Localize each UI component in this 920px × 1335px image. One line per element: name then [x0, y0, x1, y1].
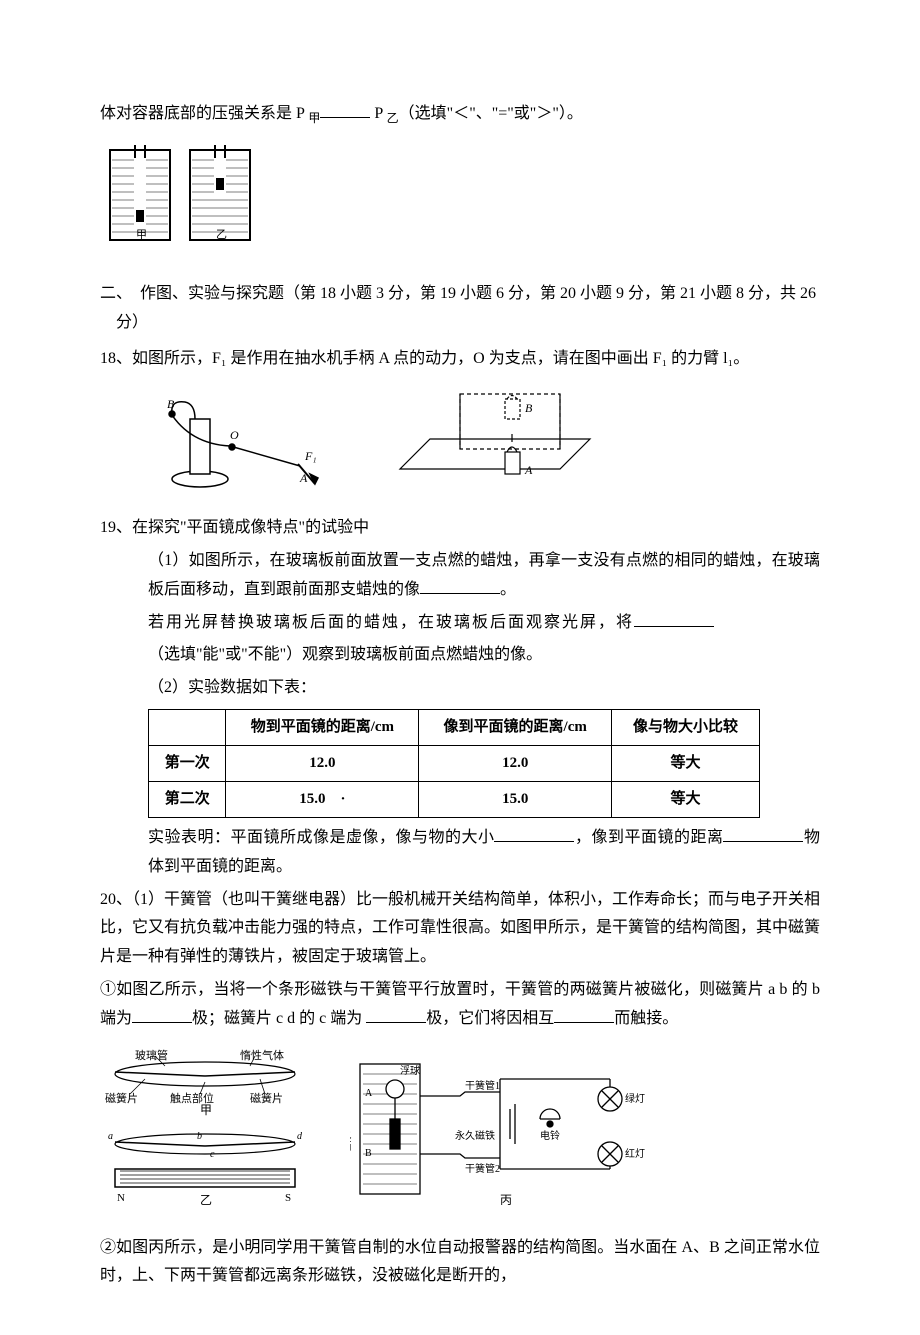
- section-2-title: 二、 作图、实验与探究题（第 18 小题 3 分，第 19 小题 6 分，第 2…: [100, 280, 820, 338]
- q19-p1c: （选填"能"或"不能"）观察到玻璃板前面点燃蜡烛的像。: [100, 641, 820, 670]
- svg-text:d: d: [297, 1131, 303, 1142]
- mirror-setup-diagram: B A: [380, 384, 610, 494]
- svg-text:浮球: 浮球: [400, 1064, 420, 1077]
- svg-text:玻璃管: 玻璃管: [135, 1048, 168, 1062]
- svg-text:绿灯: 绿灯: [625, 1092, 645, 1105]
- table-row: 第一次 12.0 12.0 等大: [149, 745, 760, 781]
- q20-p3: ②如图丙所示，是小明同学用干簧管自制的水位自动报警器的结构简图。当水面在 A、B…: [100, 1234, 820, 1292]
- q19-table: 物到平面镜的距离/cm 像到平面镜的距离/cm 像与物大小比较 第一次 12.0…: [148, 709, 760, 818]
- blank-q20-3: [554, 1007, 614, 1023]
- cell: 12.0: [419, 745, 612, 781]
- th-object-dist: 物到平面镜的距离/cm: [226, 709, 419, 745]
- q19-p1b: 若用光屏替换玻璃板后面的蜡烛，在玻璃板后面观察光屏，将: [100, 609, 820, 638]
- q19-concl-pre: 实验表明：平面镜所成像是虚像，像与物的大小: [148, 829, 494, 846]
- svg-text:a: a: [108, 1131, 113, 1142]
- q17-sub2: 乙: [387, 111, 399, 125]
- cell: 等大: [612, 781, 760, 817]
- svg-text:磁簧片: 磁簧片: [250, 1091, 283, 1105]
- q19-p1a-tail: 。: [500, 581, 516, 598]
- cell: 等大: [612, 745, 760, 781]
- svg-text:F₁: F₁: [304, 449, 317, 463]
- q18-figure-row: B O F₁ A B A: [140, 384, 820, 494]
- svg-text:惰性气体: 惰性气体: [240, 1048, 284, 1062]
- pump-lever-diagram: B O F₁ A: [140, 384, 340, 494]
- svg-text:甲: 甲: [200, 1103, 212, 1117]
- svg-text:B: B: [525, 401, 533, 415]
- svg-text:S: S: [285, 1192, 291, 1204]
- cell: 第一次: [149, 745, 226, 781]
- svg-text:B: B: [365, 1148, 372, 1159]
- svg-text:N: N: [117, 1192, 125, 1204]
- svg-text:O: O: [230, 428, 239, 442]
- svg-text:B: B: [167, 397, 175, 411]
- svg-text:干簧管2: 干簧管2: [465, 1162, 500, 1175]
- q17-mid: P: [370, 105, 386, 122]
- q17-tail: （选填"＜"、"="或"＞"）。: [399, 105, 583, 122]
- water-level-alarm-diagram: A B 浮球 水箱 干簧管1 干簧管2 电铃 永久磁铁 绿灯 红灯: [350, 1044, 660, 1214]
- cell: 12.0: [226, 745, 419, 781]
- svg-text:磁簧片: 磁簧片: [105, 1091, 138, 1105]
- blank-q19-1: [420, 578, 500, 594]
- reed-switch-diagram: 玻璃管 惰性气体 磁簧片 触点部位 磁簧片 甲 a b c d N: [100, 1044, 310, 1214]
- th-compare: 像与物大小比较: [612, 709, 760, 745]
- th-image-dist: 像到平面镜的距离/cm: [419, 709, 612, 745]
- q20-p2d: 而触接。: [614, 1010, 678, 1027]
- blank-q19-2: [634, 611, 714, 627]
- svg-text:A: A: [299, 471, 308, 485]
- q18-text: 18、如图所示，F₁ 是作用在抽水机手柄 A 点的动力，O 为支点，请在图中画出…: [100, 345, 820, 374]
- blank-q19-4: [723, 826, 803, 842]
- q19-p1b-text: 若用光屏替换玻璃板后面的蜡烛，在玻璃板后面观察光屏，将: [148, 614, 634, 631]
- blank-q20-2: [366, 1007, 426, 1023]
- q20-figure-row: 玻璃管 惰性气体 磁簧片 触点部位 磁簧片 甲 a b c d N: [100, 1044, 820, 1214]
- q17-sub1: 甲: [308, 111, 320, 125]
- q19-p2: （2）实验数据如下表：: [100, 674, 820, 703]
- q19-concl-mid: ，像到平面镜的距离: [574, 829, 723, 846]
- svg-text:红灯: 红灯: [625, 1147, 645, 1160]
- cell: 15.0 ·: [226, 781, 419, 817]
- svg-text:b: b: [197, 1131, 202, 1142]
- q17-pre: 体对容器底部的压强关系是 P: [100, 105, 308, 122]
- svg-text:乙: 乙: [216, 228, 227, 241]
- cell: 15.0: [419, 781, 612, 817]
- q17-line: 体对容器底部的压强关系是 P 甲 P 乙（选填"＜"、"="或"＞"）。: [100, 100, 820, 130]
- q20-p2: ①如图乙所示，当将一个条形磁铁与干簧管平行放置时，干簧管的两磁簧片被磁化，则磁簧…: [100, 976, 820, 1034]
- th-blank: [149, 709, 226, 745]
- svg-text:水箱: 水箱: [350, 1128, 352, 1151]
- svg-text:A: A: [365, 1088, 373, 1099]
- q19-head: 19、在探究"平面镜成像特点"的试验中: [100, 514, 820, 543]
- blank-q20-1: [132, 1007, 192, 1023]
- q20-p2c: 极，它们将因相互: [426, 1010, 554, 1027]
- svg-text:c: c: [210, 1149, 215, 1160]
- q19-p1a: （1）如图所示，在玻璃板前面放置一支点燃的蜡烛，再拿一支没有点燃的相同的蜡烛，在…: [100, 547, 820, 605]
- blank-q19-3: [494, 826, 574, 842]
- svg-text:A: A: [524, 463, 533, 477]
- beaker-diagram: 甲 乙: [100, 140, 260, 260]
- svg-text:乙: 乙: [200, 1193, 212, 1207]
- q19-concl: 实验表明：平面镜所成像是虚像，像与物的大小，像到平面镜的距离物体到平面镜的距离。: [100, 824, 820, 882]
- table-header-row: 物到平面镜的距离/cm 像到平面镜的距离/cm 像与物大小比较: [149, 709, 760, 745]
- svg-text:电铃: 电铃: [540, 1129, 560, 1142]
- blank-q17: [320, 102, 370, 118]
- q17-figure: 甲 乙: [100, 140, 820, 260]
- svg-text:干簧管1: 干簧管1: [465, 1079, 500, 1092]
- table-row: 第二次 15.0 · 15.0 等大: [149, 781, 760, 817]
- svg-text:永久磁铁: 永久磁铁: [455, 1129, 495, 1142]
- svg-text:丙: 丙: [500, 1193, 512, 1207]
- q20-p2b: 极；磁簧片 c d 的 c 端为: [192, 1010, 366, 1027]
- svg-text:甲: 甲: [136, 229, 147, 241]
- q20-p1: 20、（1）干簧管（也叫干簧继电器）比一般机械开关结构简单，体积小，工作寿命长；…: [100, 886, 820, 972]
- cell: 第二次: [149, 781, 226, 817]
